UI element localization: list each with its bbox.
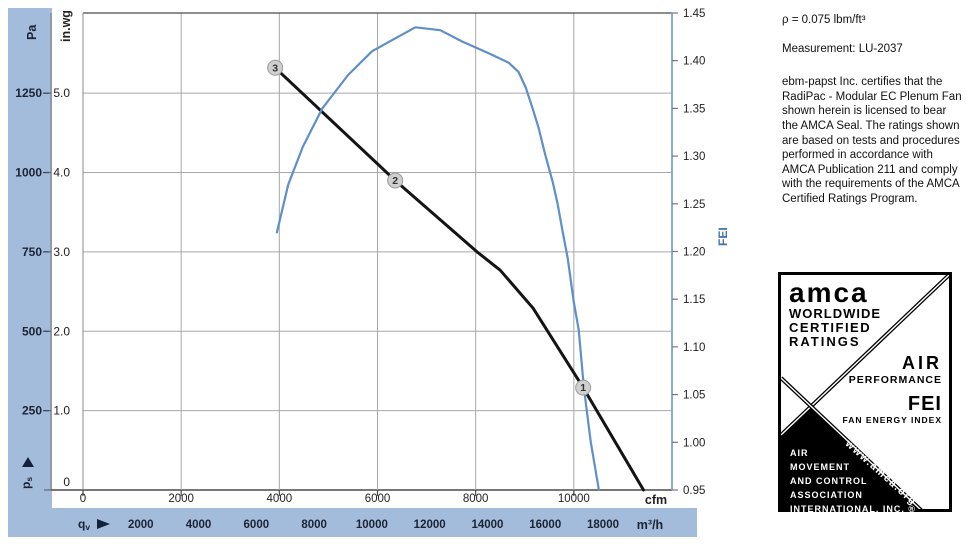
svg-text:10000: 10000 [558,493,590,505]
axis-band-bottom [8,508,697,537]
svg-text:6000: 6000 [244,519,270,531]
svg-text:6000: 6000 [365,493,391,505]
seal-performance: PERFORMANCE [848,374,942,386]
seal-assoc-association: ASSOCIATION [790,490,863,500]
seal-worldwide: WORLDWIDE [789,306,882,321]
svg-text:750: 750 [22,245,42,259]
seal-assoc-and-control: AND CONTROL [790,476,868,486]
measurement-note: Measurement: LU-2037 [782,42,903,55]
svg-text:m³/h: m³/h [637,518,663,532]
svg-text:2: 2 [392,175,398,187]
svg-text:qv: qv [78,517,90,532]
seal-certified: CERTIFIED [789,320,872,335]
svg-text:10000: 10000 [356,519,388,531]
svg-text:2.0: 2.0 [53,324,70,338]
svg-text:1.20: 1.20 [683,247,705,259]
svg-text:0.95: 0.95 [683,485,705,497]
svg-text:5.0: 5.0 [53,86,70,100]
svg-text:1.30: 1.30 [683,151,705,163]
svg-text:2000: 2000 [128,519,154,531]
svg-text:1.10: 1.10 [683,342,705,354]
svg-text:4000: 4000 [267,493,293,505]
axis-band-left [8,8,52,537]
svg-text:250: 250 [22,404,42,418]
svg-text:2000: 2000 [168,493,194,505]
svg-text:1250: 1250 [15,86,42,100]
seal-assoc-movement: MOVEMENT [790,462,851,472]
svg-text:3: 3 [272,62,278,74]
svg-text:ps: ps [19,477,34,489]
seal-fei: FEI [907,393,942,415]
amca-black-triangle [781,406,918,509]
svg-text:0: 0 [63,475,70,489]
svg-text:1.40: 1.40 [683,56,705,68]
seal-assoc-international: INTERNATIONAL, INC. ® [790,504,916,514]
seal-assoc-air: AIR [790,448,809,458]
svg-text:FEI: FEI [716,227,730,246]
svg-text:1.05: 1.05 [683,390,705,402]
svg-text:cfm: cfm [645,493,667,507]
amca-seal: amca WORLDWIDE CERTIFIED RATINGS AIR PER… [778,272,952,514]
svg-text:8000: 8000 [301,519,327,531]
svg-text:0: 0 [80,493,86,505]
svg-text:1.45: 1.45 [683,8,705,20]
svg-text:16000: 16000 [529,519,561,531]
svg-text:1: 1 [580,382,586,394]
seal-air: AIR [902,353,942,373]
certification-text: ebm-papst Inc. certifies that the RadiPa… [782,76,962,205]
amca-logo: amca [789,277,869,308]
svg-text:14000: 14000 [471,519,503,531]
svg-text:1.00: 1.00 [683,437,705,449]
svg-text:18000: 18000 [587,519,619,531]
svg-text:in.wg: in.wg [59,10,73,42]
amca-seal-graphics [781,275,949,509]
svg-text:8000: 8000 [463,493,489,505]
svg-text:3.0: 3.0 [53,245,70,259]
svg-text:1000: 1000 [15,166,42,180]
svg-text:Pa: Pa [25,24,39,40]
seal-fan-energy-index: FAN ENERGY INDEX [842,415,942,425]
svg-text:4.0: 4.0 [53,166,70,180]
seal-ratings: RATINGS [789,334,861,349]
svg-text:4000: 4000 [186,519,212,531]
svg-text:1.15: 1.15 [683,294,705,306]
svg-text:1.35: 1.35 [683,103,705,115]
side-info-panel: ρ = 0.075 lbm/ft³ Measurement: LU-2037 e… [782,13,962,207]
density-note: ρ = 0.075 lbm/ft³ [782,14,866,26]
svg-text:1.0: 1.0 [53,404,70,418]
svg-text:1.25: 1.25 [683,199,705,211]
svg-text:500: 500 [22,324,42,338]
svg-text:12000: 12000 [414,519,446,531]
